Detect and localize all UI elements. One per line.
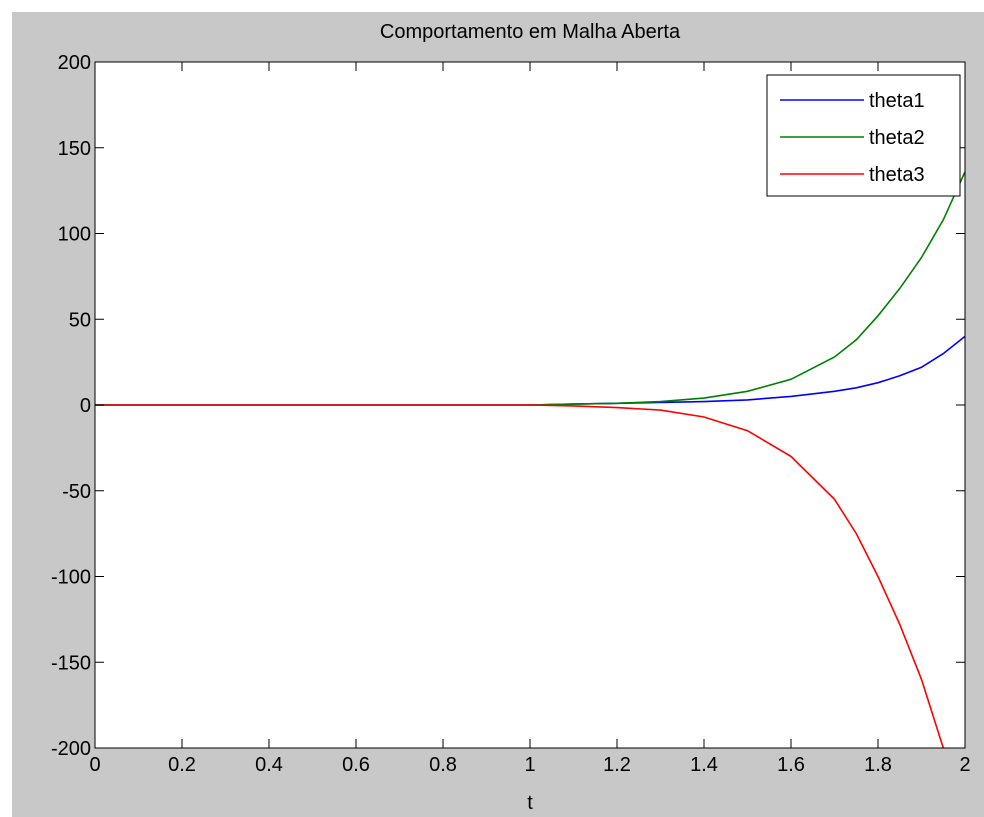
y-tick-label: 100 xyxy=(58,224,91,246)
x-tick-label: 0.4 xyxy=(255,754,283,776)
chart-title: Comportamento em Malha Aberta xyxy=(380,21,681,43)
x-tick-label: 1.6 xyxy=(777,754,805,776)
y-tick-label: -50 xyxy=(62,481,91,503)
figure-window: 0 0.2 0.4 0.6 0.8 1 1.2 1.4 1.6 1.8 2 200 150 100 50 0… xyxy=(12,12,984,817)
x-tick-label: 0.8 xyxy=(429,754,457,776)
y-tick-label: 200 xyxy=(58,52,91,74)
x-axis: 0 0.2 0.4 0.6 0.8 1 1.2 1.4 1.6 1.8 2 xyxy=(89,62,971,776)
x-tick-label: 0 xyxy=(89,754,100,776)
x-tick-label: 0.6 xyxy=(342,754,370,776)
x-axis-label: t xyxy=(527,792,533,814)
legend: theta1 theta2 theta3 xyxy=(766,74,961,197)
legend-label-theta3: theta3 xyxy=(869,164,925,186)
line-chart: 0 0.2 0.4 0.6 0.8 1 1.2 1.4 1.6 1.8 2 200150100500… xyxy=(51,21,971,814)
y-tick-label: 150 xyxy=(58,138,91,160)
legend-label-theta2: theta2 xyxy=(869,127,925,149)
series-lines xyxy=(95,171,965,748)
x-tick-label: 1 xyxy=(524,754,535,776)
y-tick-label: 50 xyxy=(69,309,91,331)
x-tick-label: 0.2 xyxy=(168,754,196,776)
y-tick-label: -150 xyxy=(51,652,91,674)
x-tick-label: 1.8 xyxy=(864,754,892,776)
series-line-theta3 xyxy=(95,404,945,748)
legend-box xyxy=(766,74,961,197)
y-axis: 200 150 100 50 0 -50 -100 -150 -200 xyxy=(51,52,965,760)
y-tick-label: -200 xyxy=(51,738,91,760)
x-tick-label: 2 xyxy=(959,754,970,776)
legend-label-theta1: theta1 xyxy=(869,90,925,112)
y-tick-label: -100 xyxy=(51,567,91,589)
x-tick-label: 1.2 xyxy=(603,754,631,776)
x-tick-label: 1.4 xyxy=(690,754,718,776)
y-tick-label: 0 xyxy=(80,395,91,417)
